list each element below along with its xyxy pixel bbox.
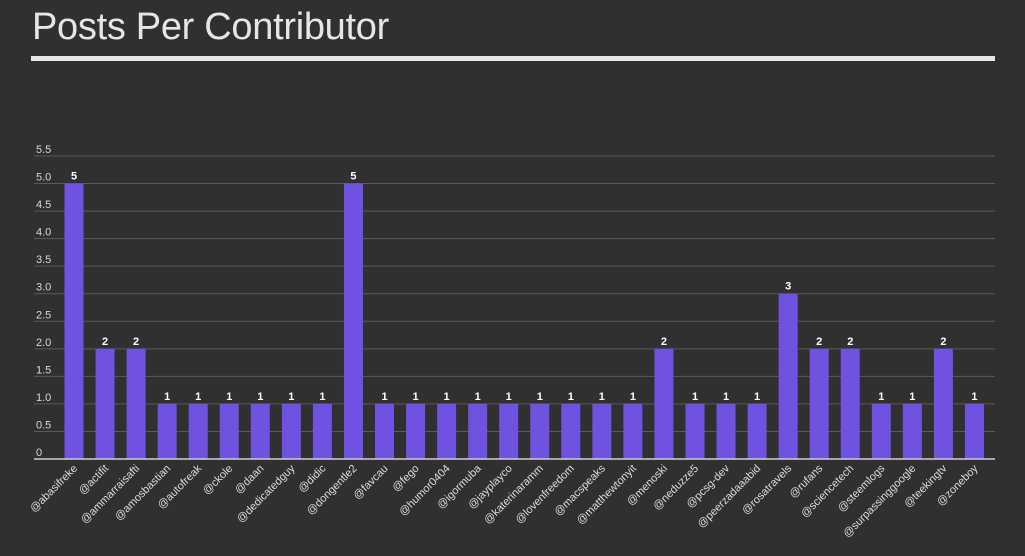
bar bbox=[375, 403, 394, 459]
bar bbox=[95, 348, 115, 459]
bar bbox=[871, 403, 891, 459]
data-label: 1 bbox=[754, 391, 760, 403]
y-tick-label: 3.0 bbox=[36, 282, 51, 294]
x-tick-label: @amosbastian bbox=[113, 463, 173, 523]
data-label: 1 bbox=[257, 391, 263, 403]
x-tick-label: @ckole bbox=[201, 463, 236, 498]
data-label: 3 bbox=[785, 281, 791, 293]
data-label: 1 bbox=[506, 391, 512, 403]
bar bbox=[219, 403, 239, 459]
bar bbox=[250, 403, 270, 459]
y-tick-label: 1.0 bbox=[36, 392, 51, 404]
bar bbox=[530, 403, 550, 459]
bar bbox=[902, 403, 922, 459]
y-tick-label: 0.5 bbox=[36, 419, 51, 431]
bar bbox=[281, 403, 301, 459]
bar bbox=[406, 403, 426, 459]
data-label: 1 bbox=[195, 391, 201, 403]
y-tick-label: 5.0 bbox=[36, 172, 51, 184]
bar bbox=[623, 403, 643, 459]
bar bbox=[188, 403, 208, 459]
y-tick-label: 2.5 bbox=[36, 309, 51, 321]
bar bbox=[809, 348, 829, 459]
data-label: 1 bbox=[599, 391, 605, 403]
data-label: 2 bbox=[847, 336, 853, 348]
data-label: 1 bbox=[723, 391, 729, 403]
bar bbox=[437, 403, 457, 459]
data-label: 1 bbox=[444, 391, 450, 403]
bar bbox=[964, 403, 984, 459]
data-label: 1 bbox=[537, 391, 543, 403]
data-label: 5 bbox=[350, 171, 356, 183]
bar bbox=[747, 403, 767, 459]
y-tick-label: 2.0 bbox=[36, 337, 51, 349]
bar bbox=[343, 183, 363, 459]
title-divider bbox=[31, 56, 995, 61]
x-tick-label: @dedicatedguy bbox=[235, 462, 298, 525]
y-tick-label: 1.5 bbox=[36, 364, 51, 376]
x-tick-label: @favcau bbox=[351, 463, 390, 502]
bar bbox=[561, 403, 581, 459]
bar bbox=[499, 403, 519, 459]
data-label: 1 bbox=[319, 391, 325, 403]
data-label: 1 bbox=[878, 391, 884, 403]
data-label: 2 bbox=[133, 336, 139, 348]
bar bbox=[685, 403, 705, 459]
data-label: 1 bbox=[164, 391, 170, 403]
data-label: 1 bbox=[381, 391, 387, 403]
bar bbox=[126, 348, 146, 459]
data-label: 1 bbox=[288, 391, 294, 403]
data-label: 1 bbox=[568, 391, 574, 403]
data-label: 1 bbox=[412, 391, 418, 403]
data-label: 2 bbox=[661, 336, 667, 348]
page-title: Posts Per Contributor bbox=[32, 6, 389, 48]
bar bbox=[840, 348, 860, 459]
bar bbox=[592, 403, 612, 459]
bar bbox=[312, 403, 332, 459]
bar bbox=[654, 348, 674, 459]
data-label: 2 bbox=[940, 336, 946, 348]
y-tick-label: 0 bbox=[36, 447, 42, 459]
bar bbox=[157, 403, 177, 459]
y-tick-label: 5.5 bbox=[36, 144, 51, 156]
data-label: 1 bbox=[971, 391, 977, 403]
bar bbox=[933, 348, 953, 459]
bar bbox=[778, 293, 798, 459]
data-label: 1 bbox=[475, 391, 481, 403]
data-label: 1 bbox=[692, 391, 698, 403]
x-tick-label: @abasifreke bbox=[28, 463, 80, 515]
data-label: 1 bbox=[909, 391, 915, 403]
bar bbox=[468, 403, 488, 459]
data-label: 1 bbox=[630, 391, 636, 403]
y-tick-label: 4.5 bbox=[36, 199, 51, 211]
data-label: 2 bbox=[816, 336, 822, 348]
data-label: 5 bbox=[71, 171, 77, 183]
bar bbox=[716, 403, 736, 459]
data-label: 1 bbox=[226, 391, 232, 403]
bar bbox=[64, 183, 84, 459]
y-tick-label: 4.0 bbox=[36, 227, 51, 239]
y-tick-label: 3.5 bbox=[36, 254, 51, 266]
data-label: 2 bbox=[102, 336, 108, 348]
